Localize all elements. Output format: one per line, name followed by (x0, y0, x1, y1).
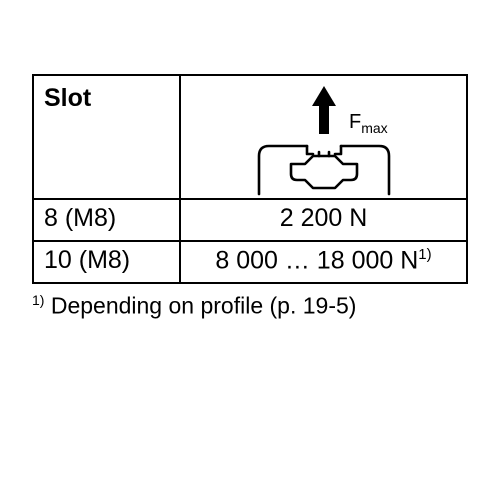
value-cell: 8 000 … 18 000 N1) (181, 242, 466, 279)
tslot-diagram (239, 82, 409, 196)
slot-force-table: Slot (32, 74, 468, 284)
table-row: 8 000 … 18 000 N1) (180, 241, 467, 283)
value-cell: 2 200 N (181, 200, 466, 237)
table-row: 10 (M8) (33, 241, 180, 283)
tnut-outline (291, 152, 357, 188)
table-row: 2 200 N (180, 199, 467, 241)
fmax-label: Fmax (349, 111, 388, 136)
slot-cell: 8 (M8) (34, 200, 179, 237)
header-slot-label: Slot (34, 76, 179, 121)
table-row: 8 (M8) (33, 199, 180, 241)
header-slot-cell: Slot (33, 75, 180, 199)
header-diagram-cell: Fmax (180, 75, 467, 199)
slot-cell: 10 (M8) (34, 242, 179, 279)
force-arrow (312, 86, 336, 134)
footnote: 1) Depending on profile (p. 19-5) (32, 292, 468, 320)
